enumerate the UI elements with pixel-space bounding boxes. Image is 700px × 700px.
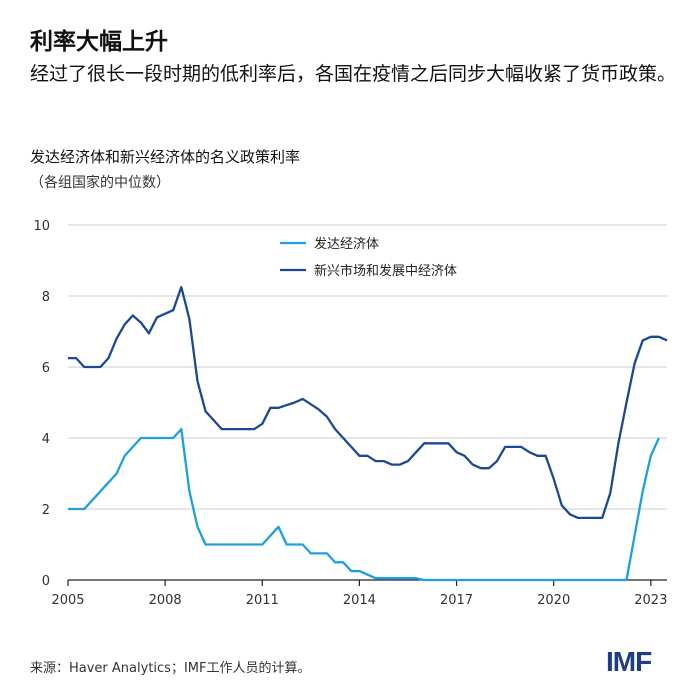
chart-subtitle: （各组国家的中位数） (30, 175, 170, 191)
x-tick-label: 2014 (343, 593, 376, 608)
x-tick-label: 2011 (246, 593, 279, 608)
series-line-0 (68, 427, 660, 582)
y-tick-label: 2 (42, 503, 50, 518)
x-tick-label: 2008 (149, 593, 182, 608)
x-tick-label: 2017 (440, 593, 473, 608)
y-tick-label: 8 (42, 290, 50, 305)
source-note: 来源：Haver Analytics；IMF工作人员的计算。 (30, 661, 311, 676)
y-tick-label: 4 (42, 432, 50, 447)
legend-label-1: 新兴市场和发展中经济体 (314, 263, 457, 279)
x-tick-label: 2005 (51, 593, 84, 608)
series-line-1 (68, 285, 668, 520)
y-tick-label: 6 (42, 361, 50, 376)
chart-title: 发达经济体和新兴经济体的名义政策利率 (30, 148, 301, 166)
x-tick-label: 2020 (537, 593, 570, 608)
y-tick-label: 0 (42, 574, 50, 589)
x-tick-label: 2023 (634, 593, 667, 608)
legend-label-0: 发达经济体 (314, 236, 379, 252)
page-subtitle: 经过了很长一段时期的低利率后，各国在疫情之后同步大幅收紧了货币政策。 (30, 63, 677, 85)
page-title: 利率大幅上升 (30, 29, 168, 55)
y-tick-label: 10 (33, 219, 50, 234)
imf-logo: IMF (606, 646, 652, 677)
